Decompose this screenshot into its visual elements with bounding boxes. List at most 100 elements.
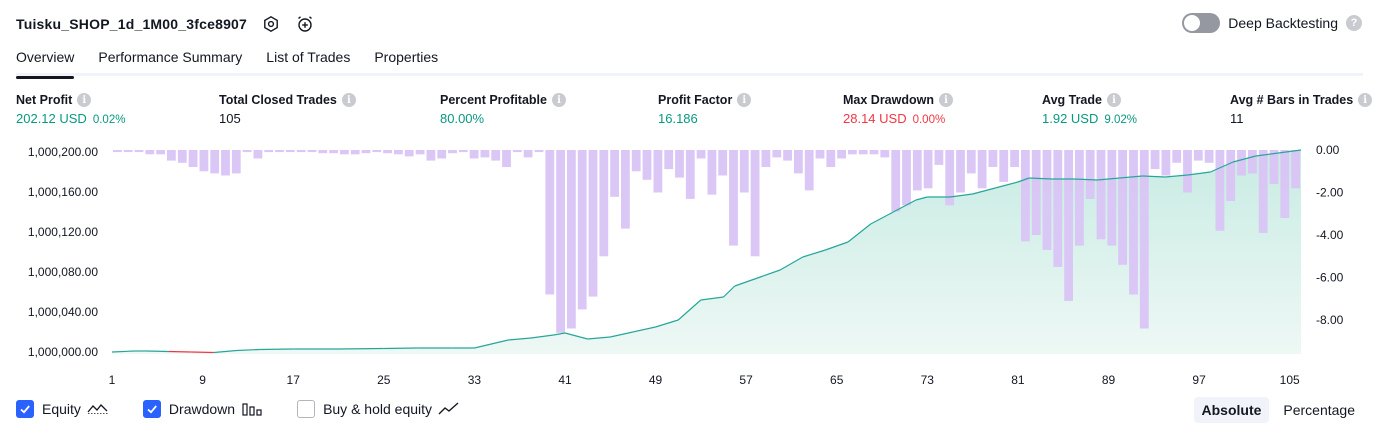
info-icon[interactable]: i xyxy=(77,93,92,107)
equity-line-segment xyxy=(700,296,724,301)
drawdown-bar xyxy=(199,150,209,172)
buyhold-toggle[interactable]: Buy & hold equity xyxy=(297,400,460,418)
x-axis-tick: 25 xyxy=(377,373,391,387)
deep-backtesting-toggle[interactable] xyxy=(1182,13,1221,33)
drawdown-bar xyxy=(1183,150,1192,193)
absolute-button[interactable]: Absolute xyxy=(1193,397,1270,423)
drawdown-bar xyxy=(1042,150,1052,250)
drawdown-bar xyxy=(156,150,165,155)
drawdown-bar xyxy=(307,150,317,153)
drawdown-bar xyxy=(1075,150,1084,246)
info-icon[interactable]: i xyxy=(1358,93,1373,107)
right-axis-tick: -4.00 xyxy=(1316,228,1344,242)
drawdown-bar xyxy=(1248,150,1257,174)
tab-list-of-trades[interactable]: List of Trades xyxy=(266,49,351,65)
stat-label: Avg Trade xyxy=(1042,93,1102,107)
drawdown-bar xyxy=(556,150,565,333)
tab-overview[interactable]: Overview xyxy=(16,46,75,79)
equity-line-segment xyxy=(1165,174,1188,178)
drawdown-bar xyxy=(1129,150,1138,295)
drawdown-bar xyxy=(891,150,901,212)
stat-net-profit: Net Profit i 202.12 USD 0.02% xyxy=(16,93,125,126)
toggle-knob xyxy=(1184,15,1201,31)
equity-line-segment xyxy=(191,351,214,354)
drawdown-bar xyxy=(296,150,306,153)
drawdown-bar xyxy=(394,150,403,155)
drawdown-bar xyxy=(1139,150,1149,329)
right-axis-tick: -8.00 xyxy=(1316,313,1344,327)
drawdown-bars-icon xyxy=(241,401,263,417)
x-axis-tick: 41 xyxy=(558,373,572,387)
drawdown-bar xyxy=(275,150,284,153)
strategy-header: Tuisku_SHOP_1d_1M00_3fce8907 xyxy=(16,10,315,38)
drawdown-bar xyxy=(1096,150,1106,240)
drawdown-checkbox[interactable] xyxy=(142,400,161,418)
drawdown-bar xyxy=(729,150,738,246)
right-axis-tick: -6.00 xyxy=(1316,271,1344,285)
info-icon[interactable]: i xyxy=(939,93,953,107)
x-axis-tick: 97 xyxy=(1192,373,1206,387)
drawdown-bar xyxy=(448,150,457,154)
equity-line-segment xyxy=(168,350,192,353)
drawdown-bar xyxy=(372,150,382,153)
drawdown-bar xyxy=(210,150,220,174)
tab-performance-summary[interactable]: Performance Summary xyxy=(98,49,243,65)
drawdown-bar xyxy=(675,150,684,178)
equity-toggle[interactable]: Equity xyxy=(16,400,109,418)
left-axis-tick: 1,000,080.00 xyxy=(28,265,98,279)
drawdown-bar xyxy=(1226,150,1236,201)
drawdown-bar xyxy=(1150,150,1160,170)
equity-line-segment xyxy=(474,339,509,349)
equity-line-segment xyxy=(1187,171,1211,176)
drawdown-bar xyxy=(523,150,533,158)
drawdown-bar xyxy=(480,150,490,158)
info-icon[interactable]: i xyxy=(1106,93,1121,107)
drawdown-bar xyxy=(1280,150,1290,218)
drawdown-bar xyxy=(739,150,749,193)
right-axis-tick: -2.00 xyxy=(1316,186,1344,200)
drawdown-bar xyxy=(577,150,587,310)
tab-properties[interactable]: Properties xyxy=(374,49,439,65)
drawdown-bar xyxy=(329,150,338,154)
drawdown-bar xyxy=(318,150,328,154)
equity-line-segment xyxy=(949,193,973,198)
info-icon[interactable]: i xyxy=(341,93,356,107)
drawdown-toggle[interactable]: Drawdown xyxy=(142,400,263,418)
equity-line-segment xyxy=(655,319,679,328)
drawdown-bar xyxy=(1107,150,1117,246)
stat-label: Net Profit xyxy=(16,93,73,107)
info-icon[interactable]: i xyxy=(551,93,566,107)
drawdown-bar xyxy=(923,150,933,189)
percentage-button[interactable]: Percentage xyxy=(1283,402,1355,418)
drawdown-bar xyxy=(804,150,814,191)
drawdown-bar xyxy=(685,150,695,199)
drawdown-bar xyxy=(1215,150,1225,231)
drawdown-bar xyxy=(1204,150,1214,163)
equity-line-segment xyxy=(1210,161,1234,173)
equity-area xyxy=(112,150,1301,354)
add-alert-icon[interactable] xyxy=(295,14,315,34)
deep-backtesting-label: Deep Backtesting xyxy=(1228,15,1338,31)
equity-drawdown-chart[interactable]: 1,000,200.00 1,000,160.00 1,000,120.00 1,00… xyxy=(0,140,1379,390)
equity-line-segment xyxy=(1142,175,1166,178)
equity-checkbox[interactable] xyxy=(16,400,34,418)
equity-line-segment xyxy=(587,336,611,340)
stat-profit-factor: Profit Factor i 16.186 xyxy=(658,93,752,126)
equity-line-segment xyxy=(995,181,1019,189)
drawdown-bar xyxy=(145,150,155,155)
drawdown-bar xyxy=(1021,150,1030,242)
stat-value: 1.92 USD xyxy=(1042,111,1099,126)
drawdown-bar xyxy=(426,150,436,161)
help-icon[interactable]: ? xyxy=(1346,15,1362,31)
stat-value: 80.00% xyxy=(440,111,485,126)
equity-line-segment xyxy=(610,331,634,338)
equity-line-segment xyxy=(915,196,928,201)
info-icon[interactable]: i xyxy=(737,93,752,107)
x-axis-tick: 1 xyxy=(109,373,116,387)
buyhold-checkbox[interactable] xyxy=(297,400,316,418)
equity-line-segment xyxy=(236,348,260,352)
equity-line-segment xyxy=(1119,175,1143,179)
settings-icon[interactable] xyxy=(261,14,281,34)
equity-line-segment xyxy=(723,285,736,298)
left-axis-tick: 1,000,160.00 xyxy=(28,185,98,199)
